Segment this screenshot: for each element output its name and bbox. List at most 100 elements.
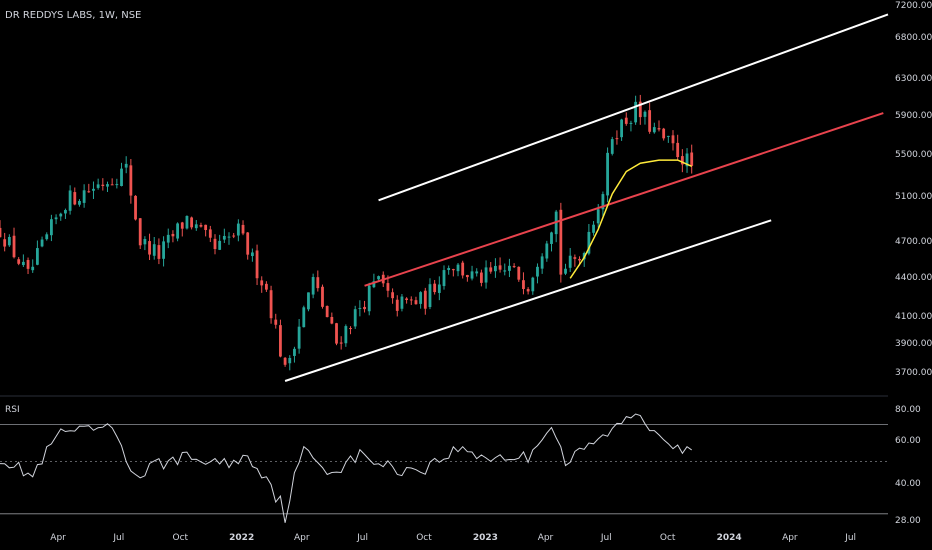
candle-body [190,217,194,228]
candle-body [344,326,348,344]
candle-body [428,284,432,308]
price-tick-label: 6800.00 [895,33,932,43]
rsi-panel [0,395,888,523]
candle-body [550,232,553,244]
candle-body [568,255,572,268]
candle-body [0,227,2,238]
time-tick-label: Oct [660,533,676,543]
trend-line-mid [364,112,884,287]
candle-body [68,190,72,211]
candle-body [92,188,95,191]
price-tick-label: 5900.00 [895,111,932,121]
candle-body [17,259,21,264]
candle-body [414,300,418,305]
candle-body [264,283,268,290]
candle-body [134,195,137,220]
candle-body [690,152,694,166]
candle-body [386,283,390,291]
candle-body [7,236,11,246]
candle-body [601,194,605,210]
rsi-panel-label: RSI [5,405,20,415]
price-tick-label: 3700.00 [895,368,932,378]
trend-line-lower [284,219,772,382]
candle-body [297,326,301,349]
candle-body [302,307,306,328]
time-tick-label: 2024 [717,533,742,543]
time-tick-label: Apr [782,533,798,543]
candle-body [199,225,203,227]
candle-body [250,252,254,257]
candle-body [531,277,535,292]
candle-body [409,299,413,301]
candle-body [12,235,16,258]
candle-body [363,306,366,310]
candle-body [372,281,376,288]
candle-body [419,292,423,304]
candle-body [166,234,170,243]
candle-body [124,163,128,168]
candle-body [171,233,175,237]
candle-body [652,127,656,133]
candle-body [185,215,189,229]
candle-body [536,266,539,277]
candle-body [540,256,544,269]
candle-body [45,234,49,240]
candle-body [578,258,581,261]
candle-body [615,138,619,140]
candle-body [115,184,119,186]
rsi-line [0,413,692,523]
chart-title: DR REDDYS LABS, 1W, NSE [5,10,142,21]
candle-body [638,101,642,118]
candle-body [106,184,109,187]
candle-body [666,135,670,137]
candle-body [573,257,577,259]
candle-body [484,267,488,283]
candle-body [232,235,236,237]
candle-body [283,357,287,365]
price-tick-label: 5100.00 [895,192,932,202]
candle-body [339,342,343,344]
candle-body [143,239,147,245]
candle-body [685,153,689,167]
candle-body [288,357,292,364]
candle-body [227,236,231,238]
candle-body [208,229,212,238]
candle-body [269,290,273,319]
candle-body [498,265,502,270]
candle-body [246,232,250,255]
candle-body [442,270,446,287]
candle-body [624,117,628,124]
candle-body [180,222,184,229]
candle-body [330,316,334,324]
rsi-tick-label: 60.00 [895,436,921,446]
time-tick-label: Oct [416,533,432,543]
candle-body [325,305,329,318]
time-tick-label: Jul [844,533,856,543]
drawing-overlays[interactable] [284,13,889,382]
moving-average-line [569,159,693,279]
candle-body [120,168,123,186]
time-tick-label: Jul [356,533,368,543]
candle-body [437,284,441,293]
candle-body [40,239,44,247]
candle-body [101,184,105,186]
price-tick-label: 4400.00 [895,273,932,283]
candle-body [358,307,362,309]
candle-body [559,209,563,275]
candle-body [87,191,91,193]
candle-body [82,190,86,203]
candle-body [255,250,259,279]
candle-body [307,292,310,310]
candle-body [204,224,208,231]
candle-body [367,285,371,312]
candle-body [395,299,399,311]
candle-body [451,269,455,271]
candle-body [176,223,180,239]
candle-body [349,328,352,330]
candle-body [157,245,161,259]
candle-body [148,241,151,255]
candle-body [218,240,222,250]
candle-body [643,111,647,117]
candle-body [21,261,25,266]
